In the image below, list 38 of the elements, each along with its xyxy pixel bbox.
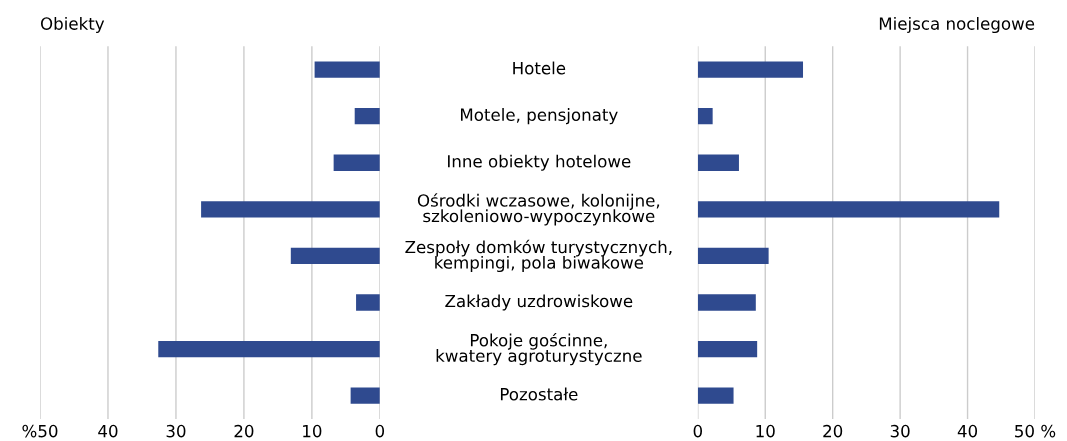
- bar: [697, 387, 734, 404]
- x-tick-label: 0: [375, 424, 385, 438]
- bar: [697, 61, 804, 78]
- bar: [314, 61, 380, 78]
- chart-title: Obiekty: [40, 16, 105, 34]
- y-tick-label: Hotele: [513, 61, 566, 75]
- y-tick-label: Pokoje gościnne, kwatery agroturystyczne: [436, 332, 642, 366]
- y-tick-label: Zakłady uzdrowiskowe: [445, 294, 633, 311]
- bar: [697, 201, 1000, 218]
- bar: [158, 340, 380, 358]
- bar: [697, 154, 739, 171]
- y-tick-label: Inne obiekty hotelowe: [448, 154, 631, 171]
- bar: [697, 294, 756, 311]
- bar: [356, 294, 380, 311]
- chart-title: Miejsca noclegowe: [879, 16, 1035, 34]
- bar: [350, 387, 380, 404]
- x-tick-label: 20: [234, 424, 254, 438]
- x-tick-label: 40: [957, 424, 978, 438]
- bar: [697, 340, 758, 358]
- x-tick-label: 30: [890, 424, 910, 438]
- y-tick-label: Motele, pensjonaty: [461, 108, 618, 125]
- bar: [354, 108, 380, 125]
- bar: [290, 247, 380, 265]
- x-tick-label: 10: [756, 424, 775, 438]
- bar: [697, 108, 713, 125]
- x-tick-label: 50 %: [1015, 424, 1056, 438]
- x-tick-label: 40: [98, 424, 118, 438]
- bar: [697, 247, 769, 265]
- y-tick-label: Pozostałe: [500, 387, 578, 401]
- bar: [333, 154, 380, 171]
- x-tick-label: 20: [823, 424, 843, 438]
- bar: [201, 201, 380, 218]
- x-tick-label: 30: [166, 424, 186, 438]
- y-tick-label: Ośrodki wczasowe, kolonijne, szkoleniowo-wypoczynkowe: [417, 193, 660, 226]
- x-tick-label: 0: [693, 424, 703, 438]
- x-tick-label: 10: [303, 424, 322, 438]
- x-tick-label: %50: [22, 424, 58, 438]
- y-tick-label: Zespoły domków turystycznych, kempingi, pola biwakowe: [405, 239, 672, 273]
